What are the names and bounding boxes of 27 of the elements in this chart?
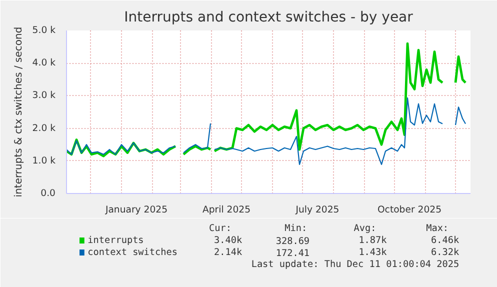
text: Avg: [354,223,376,234]
x-tick-label: April 2025 [202,204,251,216]
text: 2.14k [214,247,242,258]
y-axis-title: interrupts & ctx switches / second [13,26,24,198]
x-tick-label: October 2025 [377,204,442,216]
x-tick-label: January 2025 [104,204,168,216]
text: 1.43k [358,247,388,258]
text: Last update: Thu Dec 11 01:00:04 2025 [251,259,460,270]
text: Cur: [209,223,232,234]
text: Max: [426,223,449,234]
legend-label: context switches [88,247,178,258]
text: 172.41 [276,248,310,259]
y-tick-label: 1.0 k [32,155,56,166]
chart-title: Interrupts and context switches - by year [124,10,414,26]
y-tick-label: 0.0 [40,188,56,199]
x-tick-label: July 2025 [294,204,340,216]
text: 6.46k [431,235,460,246]
y-tick-label: 3.0 k [32,90,56,102]
text: 1.87k [358,235,388,246]
y-tick-label: 5.0 k [32,25,56,36]
text: 3.40k [214,235,242,246]
text: Min: [284,223,308,234]
text: 328.69 [276,236,310,247]
legend-label: interrupts [88,235,144,246]
y-tick-label: 2.0 k [32,122,56,134]
text: 6.32k [431,247,460,258]
y-tick-label: 4.0 k [32,58,56,69]
